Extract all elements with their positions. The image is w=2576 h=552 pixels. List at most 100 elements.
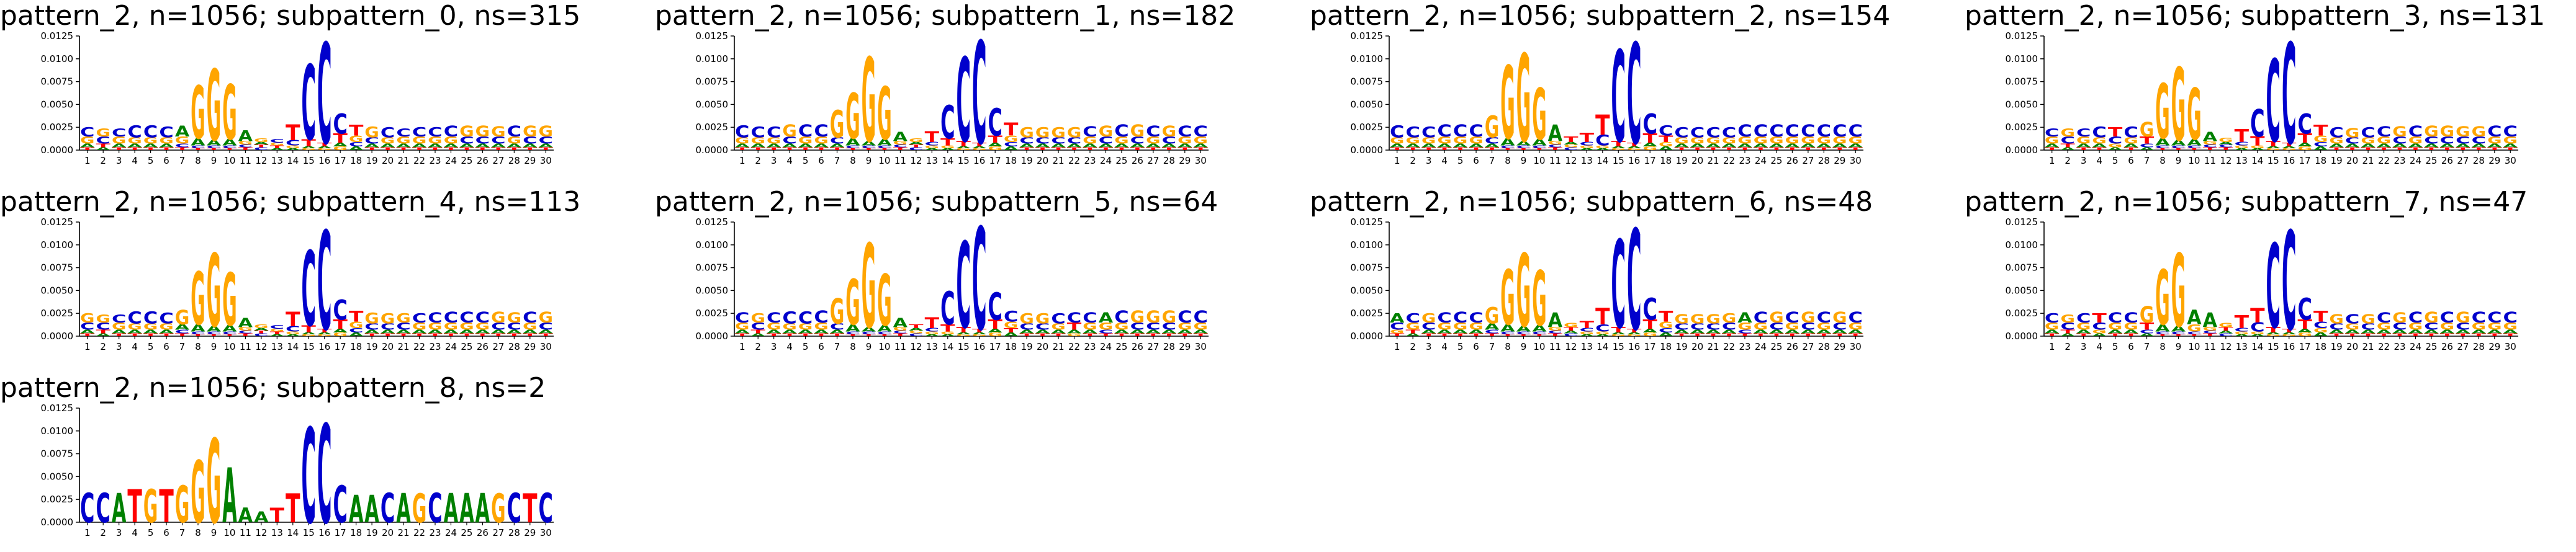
logo-letter-G: G bbox=[909, 137, 923, 143]
x-tick-label: 15 bbox=[303, 527, 315, 538]
logo-letter-T: T bbox=[1754, 146, 1768, 151]
logo-letter-C: C bbox=[798, 308, 813, 327]
svg-text:A: A bbox=[333, 142, 348, 148]
svg-text:C: C bbox=[1051, 136, 1065, 146]
svg-text:G: G bbox=[1453, 321, 1467, 332]
logo-letter-C: C bbox=[1659, 123, 1673, 139]
svg-text:C: C bbox=[207, 145, 221, 149]
logo-letter-A: A bbox=[1051, 329, 1066, 334]
x-tick-label: 16 bbox=[1628, 341, 1640, 352]
svg-text:C: C bbox=[523, 309, 537, 326]
logo-letter-C: C bbox=[396, 127, 410, 140]
x-tick-label: 4 bbox=[2096, 341, 2102, 352]
x-tick-label: 22 bbox=[1723, 155, 1735, 166]
logo-letter-T: T bbox=[175, 332, 190, 337]
svg-text:C: C bbox=[2424, 321, 2438, 332]
logo-letter-T: T bbox=[349, 122, 364, 140]
svg-text:G: G bbox=[2297, 146, 2312, 151]
svg-text:G: G bbox=[1004, 134, 1018, 144]
logo-letter-C: C bbox=[2297, 109, 2312, 141]
svg-text:A: A bbox=[1754, 143, 1769, 148]
logo-letter-C: C bbox=[364, 136, 379, 146]
logo-letter-T: T bbox=[1194, 146, 1209, 151]
x-tick-label: 2 bbox=[755, 341, 761, 352]
logo-letter-T: T bbox=[2424, 146, 2439, 151]
x-tick-label: 8 bbox=[195, 527, 201, 538]
x-tick-label: 25 bbox=[1115, 341, 1127, 352]
logo-letter-A: A bbox=[2140, 147, 2155, 151]
logo-letter-C: C bbox=[2108, 135, 2122, 146]
svg-text:A: A bbox=[1469, 329, 1484, 334]
logo-letter-G: G bbox=[1035, 125, 1050, 141]
logo-letter-A: A bbox=[428, 143, 443, 148]
panel-title: pattern_2, n=1056; subpattern_8, ns=2 bbox=[0, 372, 546, 404]
svg-text:C: C bbox=[222, 145, 236, 149]
svg-text:A: A bbox=[1516, 325, 1531, 334]
svg-text:T: T bbox=[1437, 146, 1452, 151]
logo-letter-G: G bbox=[2203, 326, 2217, 332]
logo-letter-C: C bbox=[1532, 145, 1546, 149]
svg-text:G: G bbox=[2171, 234, 2186, 350]
svg-text:A: A bbox=[988, 328, 1003, 334]
logo-letter-G: G bbox=[1390, 329, 1404, 334]
x-tick-label: 24 bbox=[1100, 155, 1112, 166]
svg-text:A: A bbox=[893, 316, 908, 331]
logo-letter-A: A bbox=[127, 329, 143, 334]
svg-text:T: T bbox=[112, 332, 127, 337]
svg-text:A: A bbox=[2235, 148, 2249, 151]
svg-text:C: C bbox=[2313, 141, 2328, 148]
logo-letter-A: A bbox=[286, 148, 300, 151]
svg-text:A: A bbox=[491, 143, 507, 148]
logo-panel: pattern_2, n=1056; subpattern_5, ns=64 0… bbox=[655, 186, 1276, 366]
logo-letter-C: C bbox=[893, 330, 907, 334]
logo-letter-T: T bbox=[96, 329, 110, 334]
svg-text:A: A bbox=[1099, 310, 1114, 326]
logo-letter-G: G bbox=[750, 136, 765, 146]
logo-letter-C: C bbox=[2218, 333, 2233, 337]
logo-letter-G: G bbox=[972, 148, 986, 151]
x-tick-label: 11 bbox=[894, 341, 906, 352]
logo-letter-T: T bbox=[1099, 332, 1114, 337]
svg-text:C: C bbox=[1194, 123, 1208, 140]
logo-letter-A: A bbox=[1485, 143, 1500, 148]
svg-text:G: G bbox=[491, 309, 505, 326]
logo-letter-C: C bbox=[1469, 310, 1483, 326]
svg-text:C: C bbox=[1067, 310, 1081, 326]
logo-letter-A: A bbox=[1051, 143, 1066, 148]
svg-text:C: C bbox=[2282, 16, 2296, 176]
svg-text:T: T bbox=[1690, 332, 1705, 337]
svg-text:C: C bbox=[207, 331, 221, 336]
svg-text:T: T bbox=[1769, 146, 1784, 151]
logo-letter-C: C bbox=[1162, 321, 1176, 332]
logo-letter-C: C bbox=[830, 322, 844, 332]
svg-text:C: C bbox=[238, 330, 253, 334]
logo-letter-A: A bbox=[767, 143, 782, 148]
logo-letter-C: C bbox=[317, 16, 331, 176]
svg-text:G: G bbox=[1437, 321, 1451, 332]
x-tick-label: 30 bbox=[2505, 341, 2516, 352]
svg-text:A: A bbox=[1642, 328, 1658, 334]
logo-letter-T: T bbox=[1405, 146, 1420, 151]
logo-letter-C: C bbox=[2377, 310, 2391, 326]
y-tick-label: 0.0025 bbox=[41, 308, 74, 319]
logo-letter-C: C bbox=[972, 14, 986, 177]
logo-letter-C: C bbox=[143, 308, 158, 327]
x-tick-label: 5 bbox=[1457, 155, 1464, 166]
logo-letter-G: G bbox=[2218, 321, 2233, 329]
logo-letter-T: T bbox=[782, 332, 797, 337]
logo-letter-T: T bbox=[925, 128, 940, 146]
svg-text:C: C bbox=[143, 308, 158, 327]
svg-text:G: G bbox=[1722, 136, 1736, 146]
svg-text:A: A bbox=[238, 316, 253, 331]
x-tick-label: 25 bbox=[1770, 341, 1782, 352]
logo-letter-C: C bbox=[1564, 147, 1578, 151]
x-tick-label: 9 bbox=[2176, 341, 2182, 352]
svg-text:C: C bbox=[1532, 145, 1546, 149]
svg-text:G: G bbox=[2282, 148, 2296, 151]
logo-letter-G: G bbox=[159, 322, 173, 332]
svg-text:T: T bbox=[1469, 146, 1484, 151]
logo-letter-T: T bbox=[1754, 332, 1768, 337]
svg-text:A: A bbox=[1548, 120, 1563, 146]
svg-text:A: A bbox=[2250, 334, 2265, 337]
